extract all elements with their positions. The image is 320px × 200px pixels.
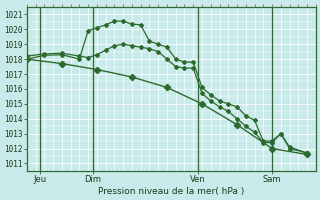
X-axis label: Pression niveau de la mer( hPa ): Pression niveau de la mer( hPa ) (98, 187, 244, 196)
